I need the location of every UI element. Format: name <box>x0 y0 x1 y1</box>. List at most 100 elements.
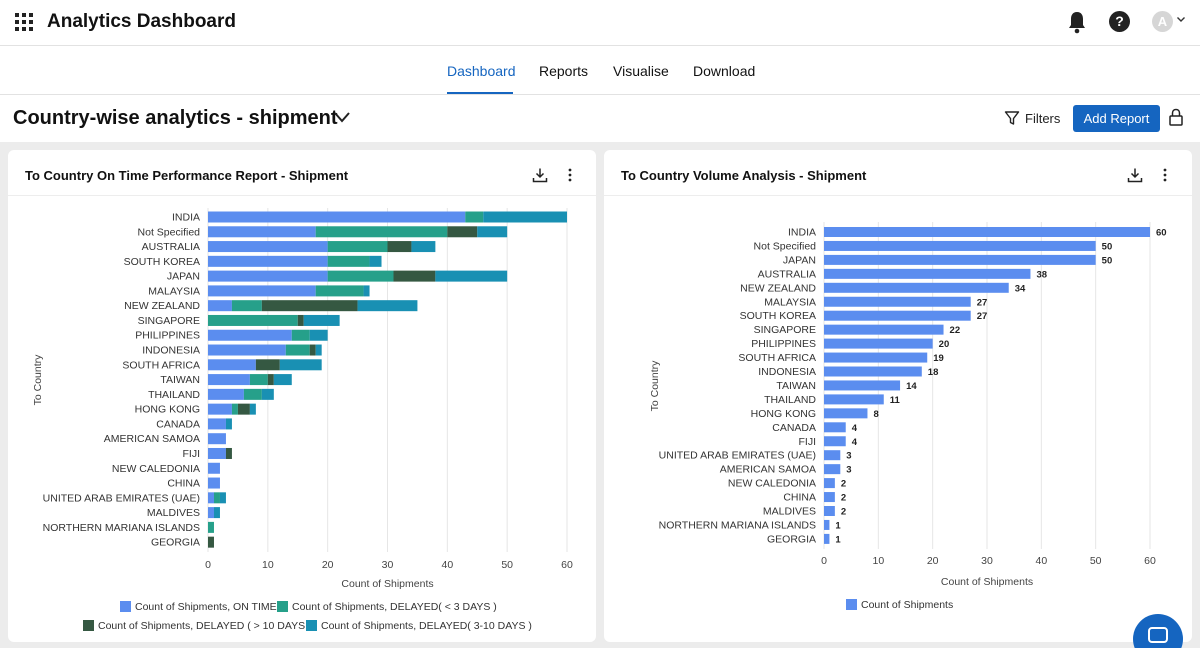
bar-segment <box>231 403 238 415</box>
more-vertical-icon[interactable] <box>1161 167 1169 183</box>
data-label: 11 <box>890 395 901 406</box>
category-label: JAPAN <box>167 271 200 283</box>
legend-swatch <box>306 620 317 631</box>
bar-segment <box>315 226 448 238</box>
legend-swatch <box>846 599 857 610</box>
funnel-icon[interactable] <box>1004 110 1020 126</box>
bar-segment <box>477 226 508 238</box>
x-axis-label: Count of Shipments <box>341 578 433 590</box>
bar-segment <box>824 450 841 461</box>
bar-segment <box>411 241 436 253</box>
category-label: MALAYSIA <box>148 285 200 297</box>
category-label: UNITED ARAB EMIRATES (UAE) <box>43 492 200 504</box>
category-label: AUSTRALIA <box>142 241 200 253</box>
bell-icon[interactable] <box>1067 10 1087 34</box>
category-label: SINGAPORE <box>138 315 200 327</box>
bar-segment <box>824 268 1031 279</box>
bar-segment <box>237 403 250 415</box>
data-label: 34 <box>1015 283 1026 294</box>
category-label: CANADA <box>772 422 816 434</box>
bar-segment <box>824 464 841 475</box>
x-tick-label: 30 <box>981 555 993 567</box>
x-tick-label: 50 <box>1090 555 1102 567</box>
bar-segment <box>208 462 220 474</box>
chevron-down-icon[interactable] <box>333 110 351 124</box>
bar-segment <box>824 324 944 335</box>
bar-segment <box>267 374 274 386</box>
bar-segment <box>285 344 310 356</box>
bar-segment <box>208 374 250 386</box>
chat-icon[interactable] <box>1133 614 1183 648</box>
bar-segment <box>208 447 226 459</box>
category-label: PHILIPPINES <box>135 330 200 342</box>
category-label: SINGAPORE <box>754 324 816 336</box>
legend-label: Count of Shipments, DELAYED ( > 10 DAYS … <box>98 620 312 632</box>
avatar[interactable]: A <box>1152 11 1173 32</box>
legend-swatch <box>120 601 131 612</box>
data-label: 1 <box>835 534 841 545</box>
bar-segment <box>255 359 280 371</box>
category-label: PHILIPPINES <box>751 338 816 350</box>
bar-segment <box>824 366 922 377</box>
bar-segment <box>243 388 262 400</box>
bar-segment <box>824 436 846 447</box>
tab-visualise[interactable]: Visualise <box>613 63 669 79</box>
bar-segment <box>309 329 328 341</box>
add-report-button[interactable]: Add Report <box>1073 105 1160 132</box>
category-label: CANADA <box>156 418 200 430</box>
category-label: FIJI <box>799 436 817 448</box>
bar-segment <box>393 270 436 282</box>
data-label: 27 <box>977 311 988 322</box>
card-title: To Country On Time Performance Report - … <box>25 168 349 183</box>
grid-icon[interactable] <box>15 13 33 31</box>
bar-segment <box>208 388 244 400</box>
card-title: To Country Volume Analysis - Shipment <box>621 168 867 183</box>
lock-icon[interactable] <box>1168 108 1184 126</box>
category-label: AMERICAN SAMOA <box>720 464 816 476</box>
category-label: AUSTRALIA <box>758 268 816 280</box>
bar-segment <box>465 211 484 223</box>
download-icon[interactable] <box>1127 167 1143 183</box>
category-label: NEW ZEALAND <box>124 300 200 312</box>
legend-label: Count of Shipments <box>861 599 953 611</box>
bar-segment <box>327 241 388 253</box>
data-label: 50 <box>1102 255 1113 266</box>
legend-label: Count of Shipments, DELAYED( 3-10 DAYS ) <box>321 620 532 632</box>
bar-segment <box>208 285 316 297</box>
question-icon[interactable]: ? <box>1109 11 1130 32</box>
x-tick-label: 60 <box>1144 555 1156 567</box>
bar-segment <box>824 394 884 405</box>
bar-segment <box>225 418 232 430</box>
category-label: MALDIVES <box>763 506 816 518</box>
data-label: 14 <box>906 381 917 392</box>
bar-segment <box>261 388 274 400</box>
data-label: 22 <box>950 325 961 336</box>
data-label: 3 <box>846 465 851 476</box>
category-label: INDONESIA <box>758 366 816 378</box>
bar-segment <box>208 359 256 371</box>
more-vertical-icon[interactable] <box>566 167 574 183</box>
tab-dashboard[interactable]: Dashboard <box>447 63 516 79</box>
bar-segment <box>208 241 328 253</box>
bar-segment <box>213 492 220 504</box>
category-label: UNITED ARAB EMIRATES (UAE) <box>659 450 816 462</box>
bar-segment <box>208 507 214 519</box>
bar-segment <box>208 433 226 445</box>
bar-segment <box>824 282 1009 293</box>
bar-segment <box>225 447 232 459</box>
bar-segment <box>369 255 382 267</box>
data-label: 20 <box>939 339 950 350</box>
legend-swatch <box>277 601 288 612</box>
data-label: 18 <box>928 367 939 378</box>
category-label: Not Specified <box>138 226 201 238</box>
x-tick-label: 40 <box>441 559 453 571</box>
chevron-down-icon[interactable] <box>1176 14 1186 24</box>
tab-download[interactable]: Download <box>693 63 756 79</box>
filters-button[interactable]: Filters <box>1025 111 1061 126</box>
bar-chart: 0 10 20 30 40 50 60 INDIA 60 Not Specified 50 JAPAN… <box>649 222 1167 611</box>
tab-reports[interactable]: Reports <box>539 63 589 79</box>
download-icon[interactable] <box>532 167 548 183</box>
bar-segment <box>208 329 292 341</box>
bar-segment <box>824 240 1096 251</box>
tab-bar: Dashboard Reports Visualise Download <box>0 46 1200 95</box>
